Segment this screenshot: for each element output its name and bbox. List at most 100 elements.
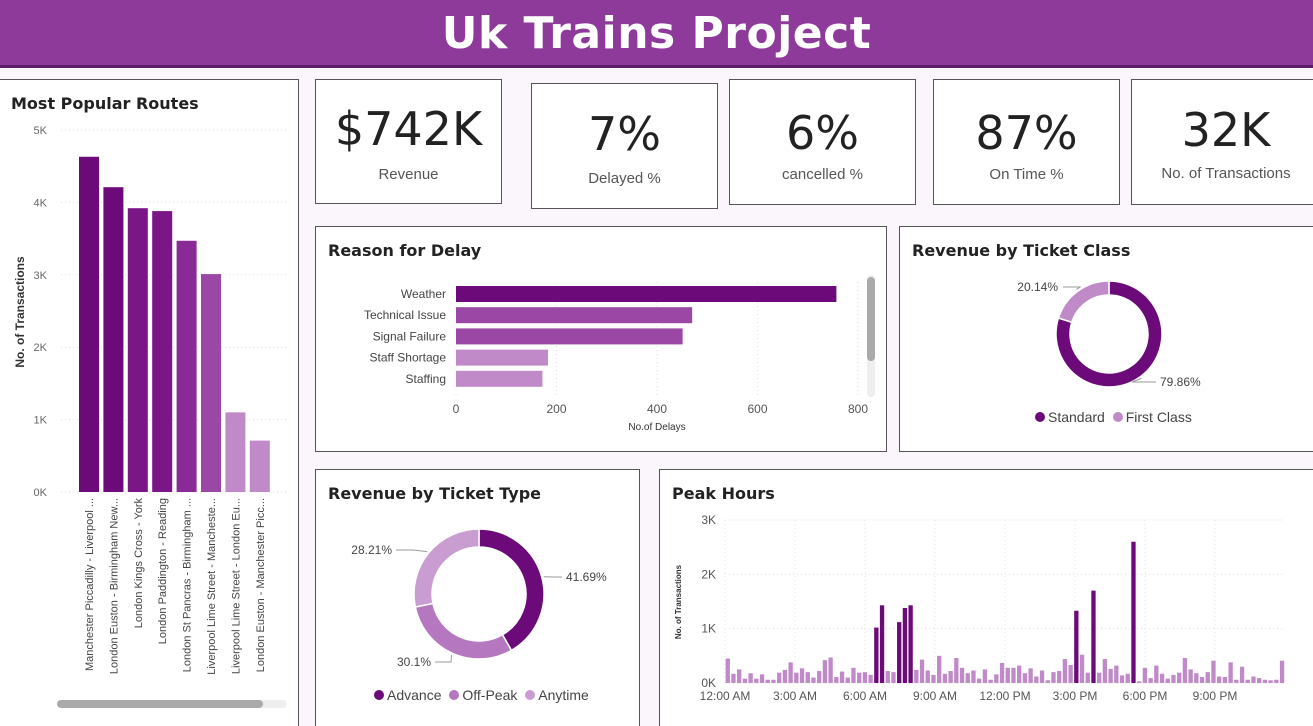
hour-bar	[1171, 674, 1176, 683]
hour-bar	[731, 673, 736, 683]
y-tick-label: 4K	[34, 197, 48, 209]
hour-bar	[1028, 668, 1033, 683]
legend-item-off-peak[interactable]: Off-Peak	[449, 687, 517, 703]
hour-bar	[1108, 668, 1113, 683]
slice-label: 28.21%	[351, 543, 392, 557]
hour-bar	[862, 672, 868, 683]
hour-bar	[1005, 667, 1010, 683]
hour-bar	[1079, 654, 1085, 683]
hour-bar	[828, 657, 833, 683]
hour-bar	[1159, 673, 1165, 683]
hour-bar	[1228, 662, 1233, 683]
hour-bar	[1119, 675, 1125, 683]
kpi-value-transactions: 32K	[1181, 103, 1271, 157]
reason-for-delay-card[interactable]: Reason for Delay 0 200 400 600 800 No.of Dela…	[315, 226, 887, 452]
y-tick-label: Signal Failure	[373, 329, 447, 343]
hour-bar	[1222, 677, 1228, 683]
revenue-by-ticket-type-card[interactable]: Revenue by Ticket Type 41.69% 30.1% 28.21%…	[315, 469, 640, 726]
revenue-by-ticket-class-title: Revenue by Ticket Class	[912, 241, 1131, 260]
hour-bar	[1188, 669, 1193, 683]
kpi-card-delayed[interactable]: 7% Delayed %	[531, 83, 718, 209]
x-tick-label: 400	[647, 402, 667, 416]
revenue-by-ticket-type-chart: 41.69% 30.1% 28.21%	[351, 528, 607, 669]
hour-bar	[811, 677, 816, 683]
leader-line	[396, 549, 428, 553]
revenue-by-ticket-class-card[interactable]: Revenue by Ticket Class 79.86% 20.14% Sta…	[899, 226, 1313, 452]
kpi-card-transactions[interactable]: 32K No. of Transactions	[1131, 79, 1313, 205]
kpi-value-delayed: 7%	[588, 107, 661, 161]
x-tick-label: 3:00 PM	[1053, 689, 1098, 703]
hour-bar	[822, 660, 828, 683]
hour-bar	[1262, 679, 1268, 683]
ticket-class-legend: Standard First Class	[1035, 409, 1196, 425]
hour-bar	[1091, 590, 1096, 683]
legend-label-first-class: First Class	[1125, 409, 1192, 425]
y-tick-label: 3K	[701, 513, 716, 527]
x-tick-label: 3:00 AM	[773, 689, 817, 703]
hour-bar	[965, 673, 970, 683]
kpi-value-on-time: 87%	[975, 106, 1078, 160]
route-bar	[152, 211, 173, 492]
hour-bar	[748, 673, 753, 683]
hour-bar	[1279, 660, 1285, 683]
x-tick-label: 6:00 AM	[843, 689, 887, 703]
hour-bar	[839, 671, 845, 683]
x-tick-label: 0	[453, 402, 460, 416]
kpi-label-delayed: Delayed %	[588, 170, 661, 187]
most-popular-routes-card[interactable]: Most Popular Routes 0K 1K 2K 3K 4K 5K No. of T…	[0, 79, 299, 726]
legend-item-standard[interactable]: Standard	[1035, 409, 1105, 425]
hour-bar	[759, 674, 765, 683]
hour-bar	[1217, 676, 1222, 683]
hour-bar	[942, 673, 948, 683]
leader-line	[1131, 377, 1156, 383]
route-bar	[79, 156, 99, 492]
x-tick-label: London Paddington - Reading	[157, 498, 169, 644]
x-tick-label: 9:00 PM	[1193, 689, 1238, 703]
x-axis-label: No.of Delays	[628, 422, 685, 433]
hour-bar	[1125, 673, 1130, 683]
legend-item-advance[interactable]: Advance	[374, 687, 441, 703]
header-bar: Uk Trains Project	[0, 0, 1313, 68]
hour-bar	[1211, 660, 1216, 683]
x-tick-label: London Euston - Manchester Picc...	[255, 498, 267, 672]
hour-bar	[834, 677, 839, 683]
hour-bar	[891, 672, 896, 683]
donut-slice	[478, 528, 545, 652]
hour-bar	[725, 658, 730, 683]
kpi-card-cancelled[interactable]: 6% cancelled %	[729, 79, 916, 205]
hour-bar	[1085, 672, 1090, 683]
slice-label: 41.69%	[566, 570, 607, 584]
route-bar	[103, 187, 124, 493]
delay-bar	[456, 349, 548, 366]
legend-item-anytime[interactable]: Anytime	[525, 687, 589, 703]
leader-line	[1063, 286, 1082, 291]
x-tick-label: 600	[747, 402, 767, 416]
y-tick-label: Weather	[401, 287, 446, 301]
route-bar	[176, 240, 197, 492]
hour-bar	[765, 679, 770, 683]
peak-hours-title: Peak Hours	[672, 484, 775, 503]
hour-bar	[788, 662, 793, 683]
scrollbar-thumb	[57, 700, 263, 708]
hour-bar	[1182, 658, 1188, 683]
x-tick-label: London Kings Cross - York	[133, 498, 145, 629]
revenue-by-ticket-class-chart: 79.86% 20.14%	[1017, 280, 1201, 389]
donut-slice	[413, 528, 480, 608]
legend-label-standard: Standard	[1048, 409, 1105, 425]
most-popular-routes-chart: 0K 1K 2K 3K 4K 5K No. of Transactions Mancheste…	[13, 125, 289, 708]
hour-bar	[805, 672, 810, 683]
hour-bar	[1051, 672, 1056, 683]
y-tick-label: Technical Issue	[364, 308, 446, 322]
delay-bar	[456, 307, 693, 324]
donut-slice	[1055, 280, 1163, 388]
legend-item-first-class[interactable]: First Class	[1112, 409, 1192, 425]
x-tick-label: Liverpool Lime Street - Mancheste...	[206, 498, 218, 675]
hour-bar	[868, 674, 873, 683]
peak-hours-card[interactable]: Peak Hours 0K 1K 2K 3K No. of Transactions 12…	[659, 469, 1313, 726]
hour-bar	[1165, 678, 1170, 683]
kpi-card-on-time[interactable]: 87% On Time %	[933, 79, 1120, 205]
hour-bar	[1177, 672, 1182, 683]
slice-label: 30.1%	[397, 655, 431, 669]
kpi-card-revenue[interactable]: $742K Revenue	[315, 79, 502, 204]
hour-bar	[931, 674, 936, 683]
